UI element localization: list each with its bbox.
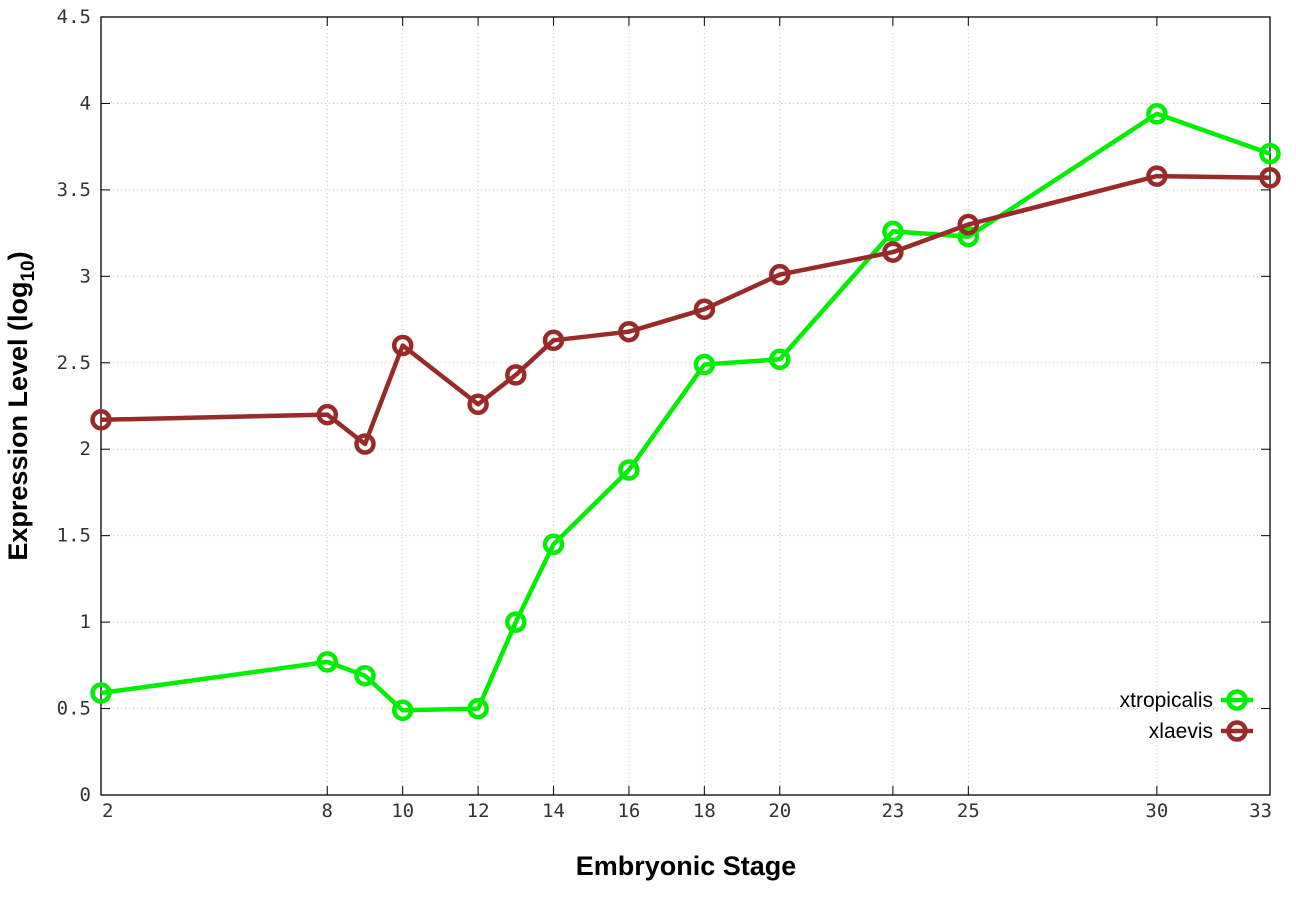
data-point-xtropicalis — [391, 699, 414, 722]
legend-label-xtropicalis: xtropicalis — [1120, 689, 1213, 712]
x-tick-label: 10 — [391, 800, 414, 822]
data-point-xtropicalis — [769, 348, 791, 371]
data-point-xlaevis — [769, 263, 791, 286]
x-tick-label: 12 — [467, 800, 490, 822]
data-point-xlaevis — [1259, 167, 1281, 189]
x-tick-label: 8 — [322, 800, 333, 822]
axis-ticks: 0 0.5 1 1.5 2 2.5 3 3.5 4 4.5 2 8 10 12 14 16 18 20 23 25 30… — [57, 6, 1272, 822]
grid — [101, 17, 1270, 795]
x-tick-label: 20 — [768, 800, 791, 822]
y-tick-label: 2 — [80, 438, 91, 460]
data-point-xtropicalis — [882, 220, 904, 243]
x-tick-label: 25 — [957, 800, 980, 822]
data-point-xlaevis — [882, 241, 904, 263]
data-point-xlaevis — [542, 329, 565, 352]
y-tick-label: 2.5 — [57, 352, 91, 374]
x-tick-label: 30 — [1145, 800, 1168, 822]
data-point-xtropicalis — [505, 611, 527, 633]
y-tick-label: 1 — [80, 611, 91, 633]
y-tick-label: 3 — [80, 265, 91, 287]
legend-swatch-marker-xlaevis — [1226, 720, 1248, 742]
x-axis-title: Embryonic Stage — [576, 851, 797, 881]
legend-label-xlaevis: xlaevis — [1149, 720, 1213, 743]
data-point-xlaevis — [957, 213, 980, 236]
data-point-xlaevis — [693, 298, 716, 320]
x-tick-label: 23 — [881, 800, 904, 822]
y-tick-label: 0 — [80, 784, 91, 806]
legend: xtropicalis xlaevis — [1120, 689, 1253, 743]
data-point-xtropicalis — [542, 533, 565, 556]
data-point-xtropicalis — [354, 664, 376, 687]
y-axis-title-close: ) — [3, 251, 33, 260]
x-tick-label: 16 — [617, 800, 640, 822]
data-point-xlaevis — [391, 334, 414, 357]
y-axis-title-main: Expression Level (log — [3, 282, 33, 561]
data-point-xlaevis — [90, 409, 112, 431]
data-point-xlaevis — [618, 320, 640, 343]
y-tick-label: 4 — [80, 92, 91, 114]
data-point-xtropicalis — [316, 651, 339, 673]
y-axis-title-subscript: 10 — [18, 260, 39, 281]
data-point-xtropicalis — [1259, 142, 1281, 165]
data-point-xlaevis — [505, 364, 527, 386]
series-line-xlaevis — [100, 173, 1271, 447]
x-tick-label: 2 — [102, 800, 113, 822]
data-point-xtropicalis — [467, 697, 489, 720]
y-tick-label: 4.5 — [57, 6, 91, 28]
data-point-xtropicalis — [618, 459, 640, 481]
x-tick-label: 18 — [693, 800, 716, 822]
data-point-xlaevis — [316, 403, 339, 426]
y-tick-label: 0.5 — [57, 698, 91, 720]
data-point-xlaevis — [1146, 165, 1168, 187]
y-axis-title: Expression Level (log10) — [3, 251, 39, 560]
legend-swatch-marker-xtropicalis — [1226, 689, 1248, 711]
data-point-xlaevis — [354, 433, 376, 455]
series-line-xtropicalis — [100, 111, 1271, 713]
x-tick-label: 14 — [542, 800, 565, 822]
data-point-xtropicalis — [957, 225, 980, 248]
y-tick-label: 1.5 — [57, 525, 91, 547]
data-point-xtropicalis — [90, 682, 112, 704]
data-point-xtropicalis — [693, 353, 716, 376]
y-tick-label: 3.5 — [57, 179, 91, 201]
series-group — [90, 103, 1281, 722]
x-tick-label: 33 — [1249, 800, 1272, 822]
plot-area-frame — [100, 16, 1271, 796]
data-point-xlaevis — [467, 393, 489, 416]
data-point-xtropicalis — [1146, 103, 1168, 125]
